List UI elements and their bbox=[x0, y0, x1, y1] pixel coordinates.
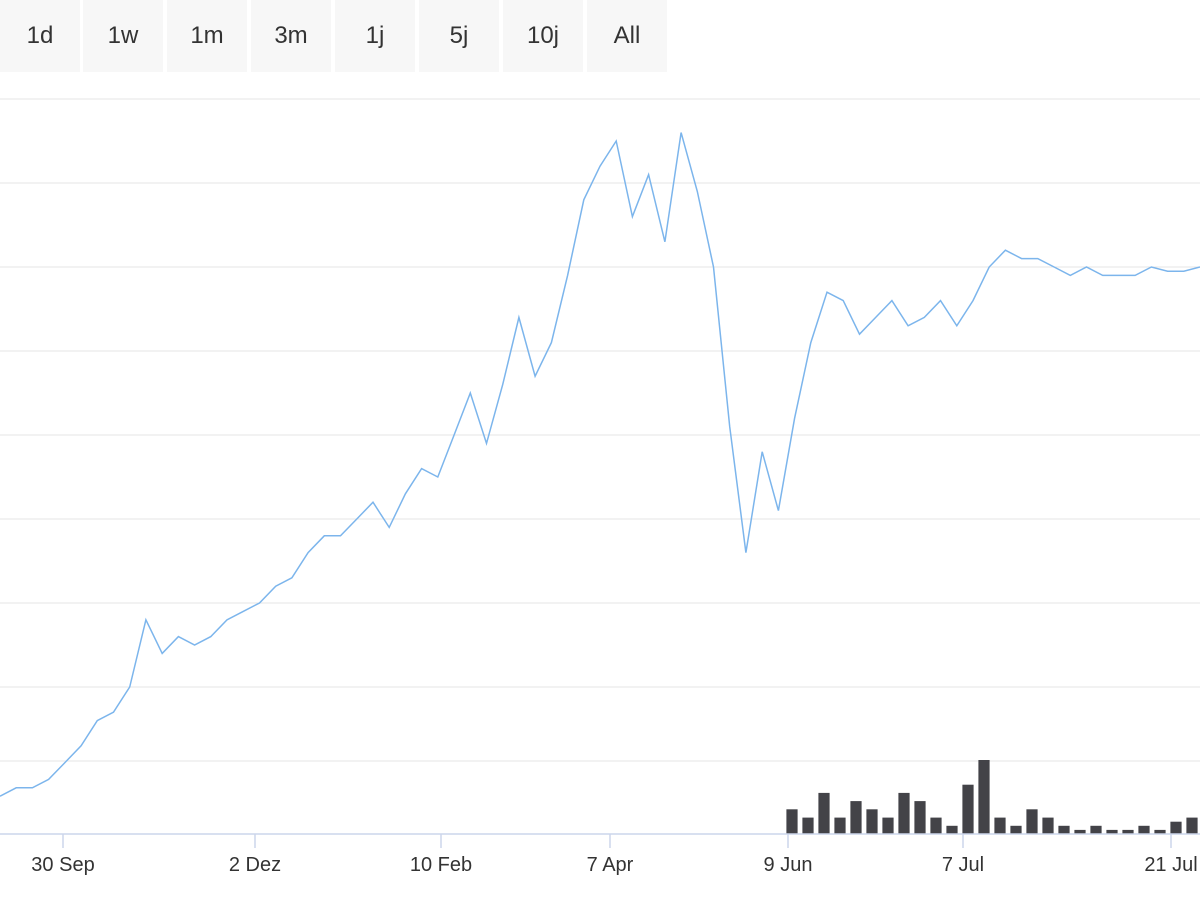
volume-bar bbox=[914, 801, 926, 834]
volume-bar bbox=[850, 801, 862, 834]
volume-bar bbox=[930, 817, 942, 834]
volume-bar bbox=[786, 809, 798, 834]
volume-bar bbox=[1138, 825, 1150, 834]
x-tick-label: 30 Sep bbox=[31, 854, 94, 876]
range-button-all[interactable]: All bbox=[587, 0, 667, 72]
range-button-1w[interactable]: 1w bbox=[83, 0, 163, 72]
volume-bar bbox=[1186, 817, 1198, 834]
volume-bar bbox=[946, 825, 958, 834]
volume-bar bbox=[962, 784, 974, 834]
x-tick-label: 2 Dez bbox=[229, 854, 281, 876]
volume-bar bbox=[866, 809, 878, 834]
volume-bar bbox=[1074, 829, 1086, 834]
x-tick-label: 9 Jun bbox=[764, 854, 813, 876]
range-button-10j[interactable]: 10j bbox=[503, 0, 583, 72]
x-tick-label: 7 Apr bbox=[587, 854, 634, 876]
range-button-1m[interactable]: 1m bbox=[167, 0, 247, 72]
x-tick-label: 21 Jul bbox=[1144, 854, 1197, 876]
x-axis-ticks bbox=[62, 834, 1172, 848]
volume-bar bbox=[978, 760, 990, 834]
volume-bar bbox=[1154, 829, 1166, 834]
volume-bar bbox=[1106, 829, 1118, 834]
range-button-1j[interactable]: 1j bbox=[335, 0, 415, 72]
volume-bar bbox=[898, 792, 910, 834]
volume-bar bbox=[802, 817, 814, 834]
range-button-3m[interactable]: 3m bbox=[251, 0, 331, 72]
volume-bar bbox=[1042, 817, 1054, 834]
volume-bar bbox=[1090, 825, 1102, 834]
volume-bar bbox=[882, 817, 894, 834]
volume-bar bbox=[994, 817, 1006, 834]
price-line bbox=[0, 132, 1200, 797]
volume-bar bbox=[818, 792, 830, 834]
range-button-1d[interactable]: 1d bbox=[0, 0, 80, 72]
volume-bar bbox=[1058, 825, 1070, 834]
volume-bars bbox=[786, 760, 1198, 834]
volume-bar bbox=[1026, 809, 1038, 834]
volume-bar bbox=[834, 817, 846, 834]
volume-bar bbox=[1010, 825, 1022, 834]
x-tick-label: 7 Jul bbox=[942, 854, 984, 876]
volume-bar bbox=[1122, 829, 1134, 834]
range-button-5j[interactable]: 5j bbox=[419, 0, 499, 72]
volume-bar bbox=[1170, 821, 1182, 834]
x-tick-label: 10 Feb bbox=[410, 854, 472, 876]
grid-lines bbox=[0, 98, 1200, 762]
